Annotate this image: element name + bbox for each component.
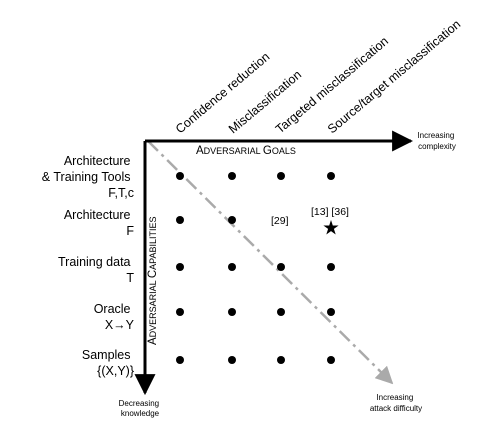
capability-label-samples: Samples {(X,Y)} bbox=[82, 348, 134, 378]
y-axis-title: ADVERSARIAL CAPABILITIES bbox=[147, 216, 159, 345]
grid-dot bbox=[277, 308, 285, 316]
grid-dot bbox=[327, 308, 335, 316]
capability-label-oracle: Oracle X→Y bbox=[94, 302, 135, 332]
grid-dot bbox=[228, 356, 236, 364]
goal-label-confidence-reduction: Confidence reduction bbox=[173, 50, 273, 137]
grid-dot bbox=[228, 263, 236, 271]
grid-dot bbox=[277, 263, 285, 271]
grid-dot bbox=[228, 216, 236, 224]
grid-dot bbox=[228, 172, 236, 180]
reference-13-36-label: [13] [36] bbox=[311, 206, 349, 218]
difficulty-label: Increasing attack difficulty bbox=[370, 393, 422, 413]
grid-dot bbox=[277, 172, 285, 180]
grid-dot bbox=[176, 172, 184, 180]
capability-label-architecture-training-tools: Architecture & Training Tools F,T,c bbox=[42, 154, 134, 200]
y-axis-end-label: Decreasing knowledge bbox=[119, 399, 162, 418]
capability-label-architecture: Architecture F bbox=[64, 208, 135, 238]
grid-dot bbox=[277, 356, 285, 364]
grid-dot bbox=[176, 308, 184, 316]
grid-dot bbox=[176, 263, 184, 271]
star-icon bbox=[323, 220, 339, 235]
grid-dot bbox=[327, 172, 335, 180]
reference-29-label: [29] bbox=[271, 215, 289, 227]
grid-dot bbox=[228, 308, 236, 316]
grid-dot bbox=[327, 356, 335, 364]
x-axis-title: ADVERSARIAL GOALS bbox=[196, 145, 296, 157]
grid-dot bbox=[327, 263, 335, 271]
grid-dot bbox=[176, 216, 184, 224]
x-axis-end-label: Increasing complexity bbox=[417, 131, 456, 151]
difficulty-diagonal-arrow bbox=[147, 140, 394, 385]
capability-label-training-data: Training data T bbox=[58, 255, 134, 285]
grid-dot bbox=[176, 356, 184, 364]
